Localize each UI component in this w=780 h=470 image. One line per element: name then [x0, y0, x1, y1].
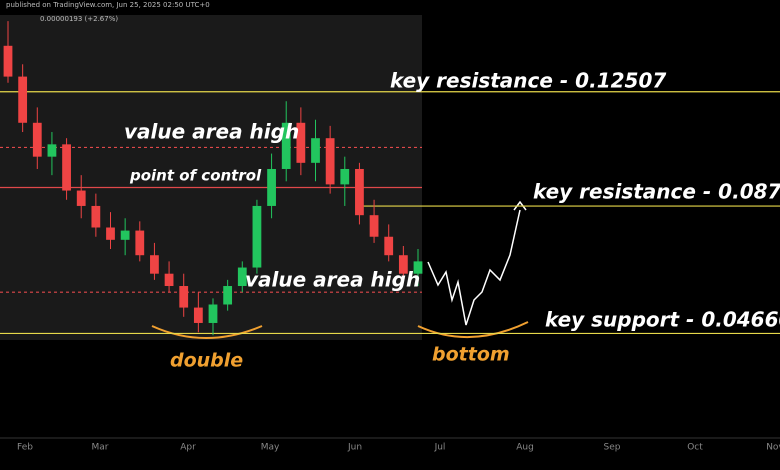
header-title: published on TradingView.com, Jun 25, 20…: [6, 1, 210, 9]
x-tick-label: May: [261, 443, 280, 453]
candle-body: [164, 273, 174, 287]
candle-body: [413, 261, 423, 274]
candle-body: [32, 122, 42, 157]
candle-body: [193, 307, 203, 323]
x-tick-label: Feb: [17, 443, 33, 453]
candle-body: [398, 255, 408, 274]
candle-body: [150, 255, 159, 274]
level-label: value area high: [124, 120, 299, 144]
level-label: key resistance - 0.12507: [390, 69, 666, 93]
candle-body: [384, 236, 394, 256]
level-label: key support - 0.04660: [545, 308, 780, 332]
level-label: value area high: [245, 268, 420, 292]
candle-body: [135, 230, 145, 256]
x-tick-label: Jun: [347, 443, 362, 453]
candle-body: [296, 122, 306, 163]
candle-body: [91, 205, 101, 228]
projection-arrow: [513, 200, 527, 211]
candle-body: [355, 168, 364, 216]
bottom-arc: [417, 321, 529, 339]
pattern-label: double: [170, 350, 243, 372]
candle-body: [3, 45, 13, 77]
candle-body: [120, 230, 130, 240]
x-tick-label: Sep: [604, 443, 621, 453]
candle-body: [237, 267, 247, 287]
candle-body: [223, 286, 233, 305]
candle-body: [18, 76, 28, 123]
candle-body: [76, 190, 86, 206]
candle-body: [325, 138, 335, 185]
candle-body: [340, 168, 350, 185]
x-tick-label: Mar: [92, 443, 109, 453]
candle-body: [179, 286, 189, 308]
candle-body: [311, 138, 320, 163]
candle-body: [47, 144, 57, 157]
pattern-label: bottom: [432, 344, 510, 366]
candle-body: [62, 144, 71, 191]
candle-body: [208, 304, 218, 323]
x-tick-label: Oct: [687, 443, 703, 453]
candle-body: [106, 227, 115, 240]
candle-body: [369, 215, 379, 237]
header-price: 0.00000193 (+2.67%): [40, 15, 118, 23]
double-arc: [151, 325, 263, 339]
candle-body: [252, 205, 262, 268]
level-label: key resistance - 0.08796: [533, 180, 780, 204]
level-label: point of control: [129, 167, 262, 185]
x-tick-label: Apr: [180, 443, 196, 453]
candle-body: [267, 168, 276, 206]
projection-path: [427, 209, 521, 326]
candle-body: [281, 122, 291, 169]
x-tick-label: Jul: [434, 443, 446, 453]
x-tick-label: Aug: [516, 443, 534, 453]
x-tick-label: Nov: [766, 443, 780, 453]
